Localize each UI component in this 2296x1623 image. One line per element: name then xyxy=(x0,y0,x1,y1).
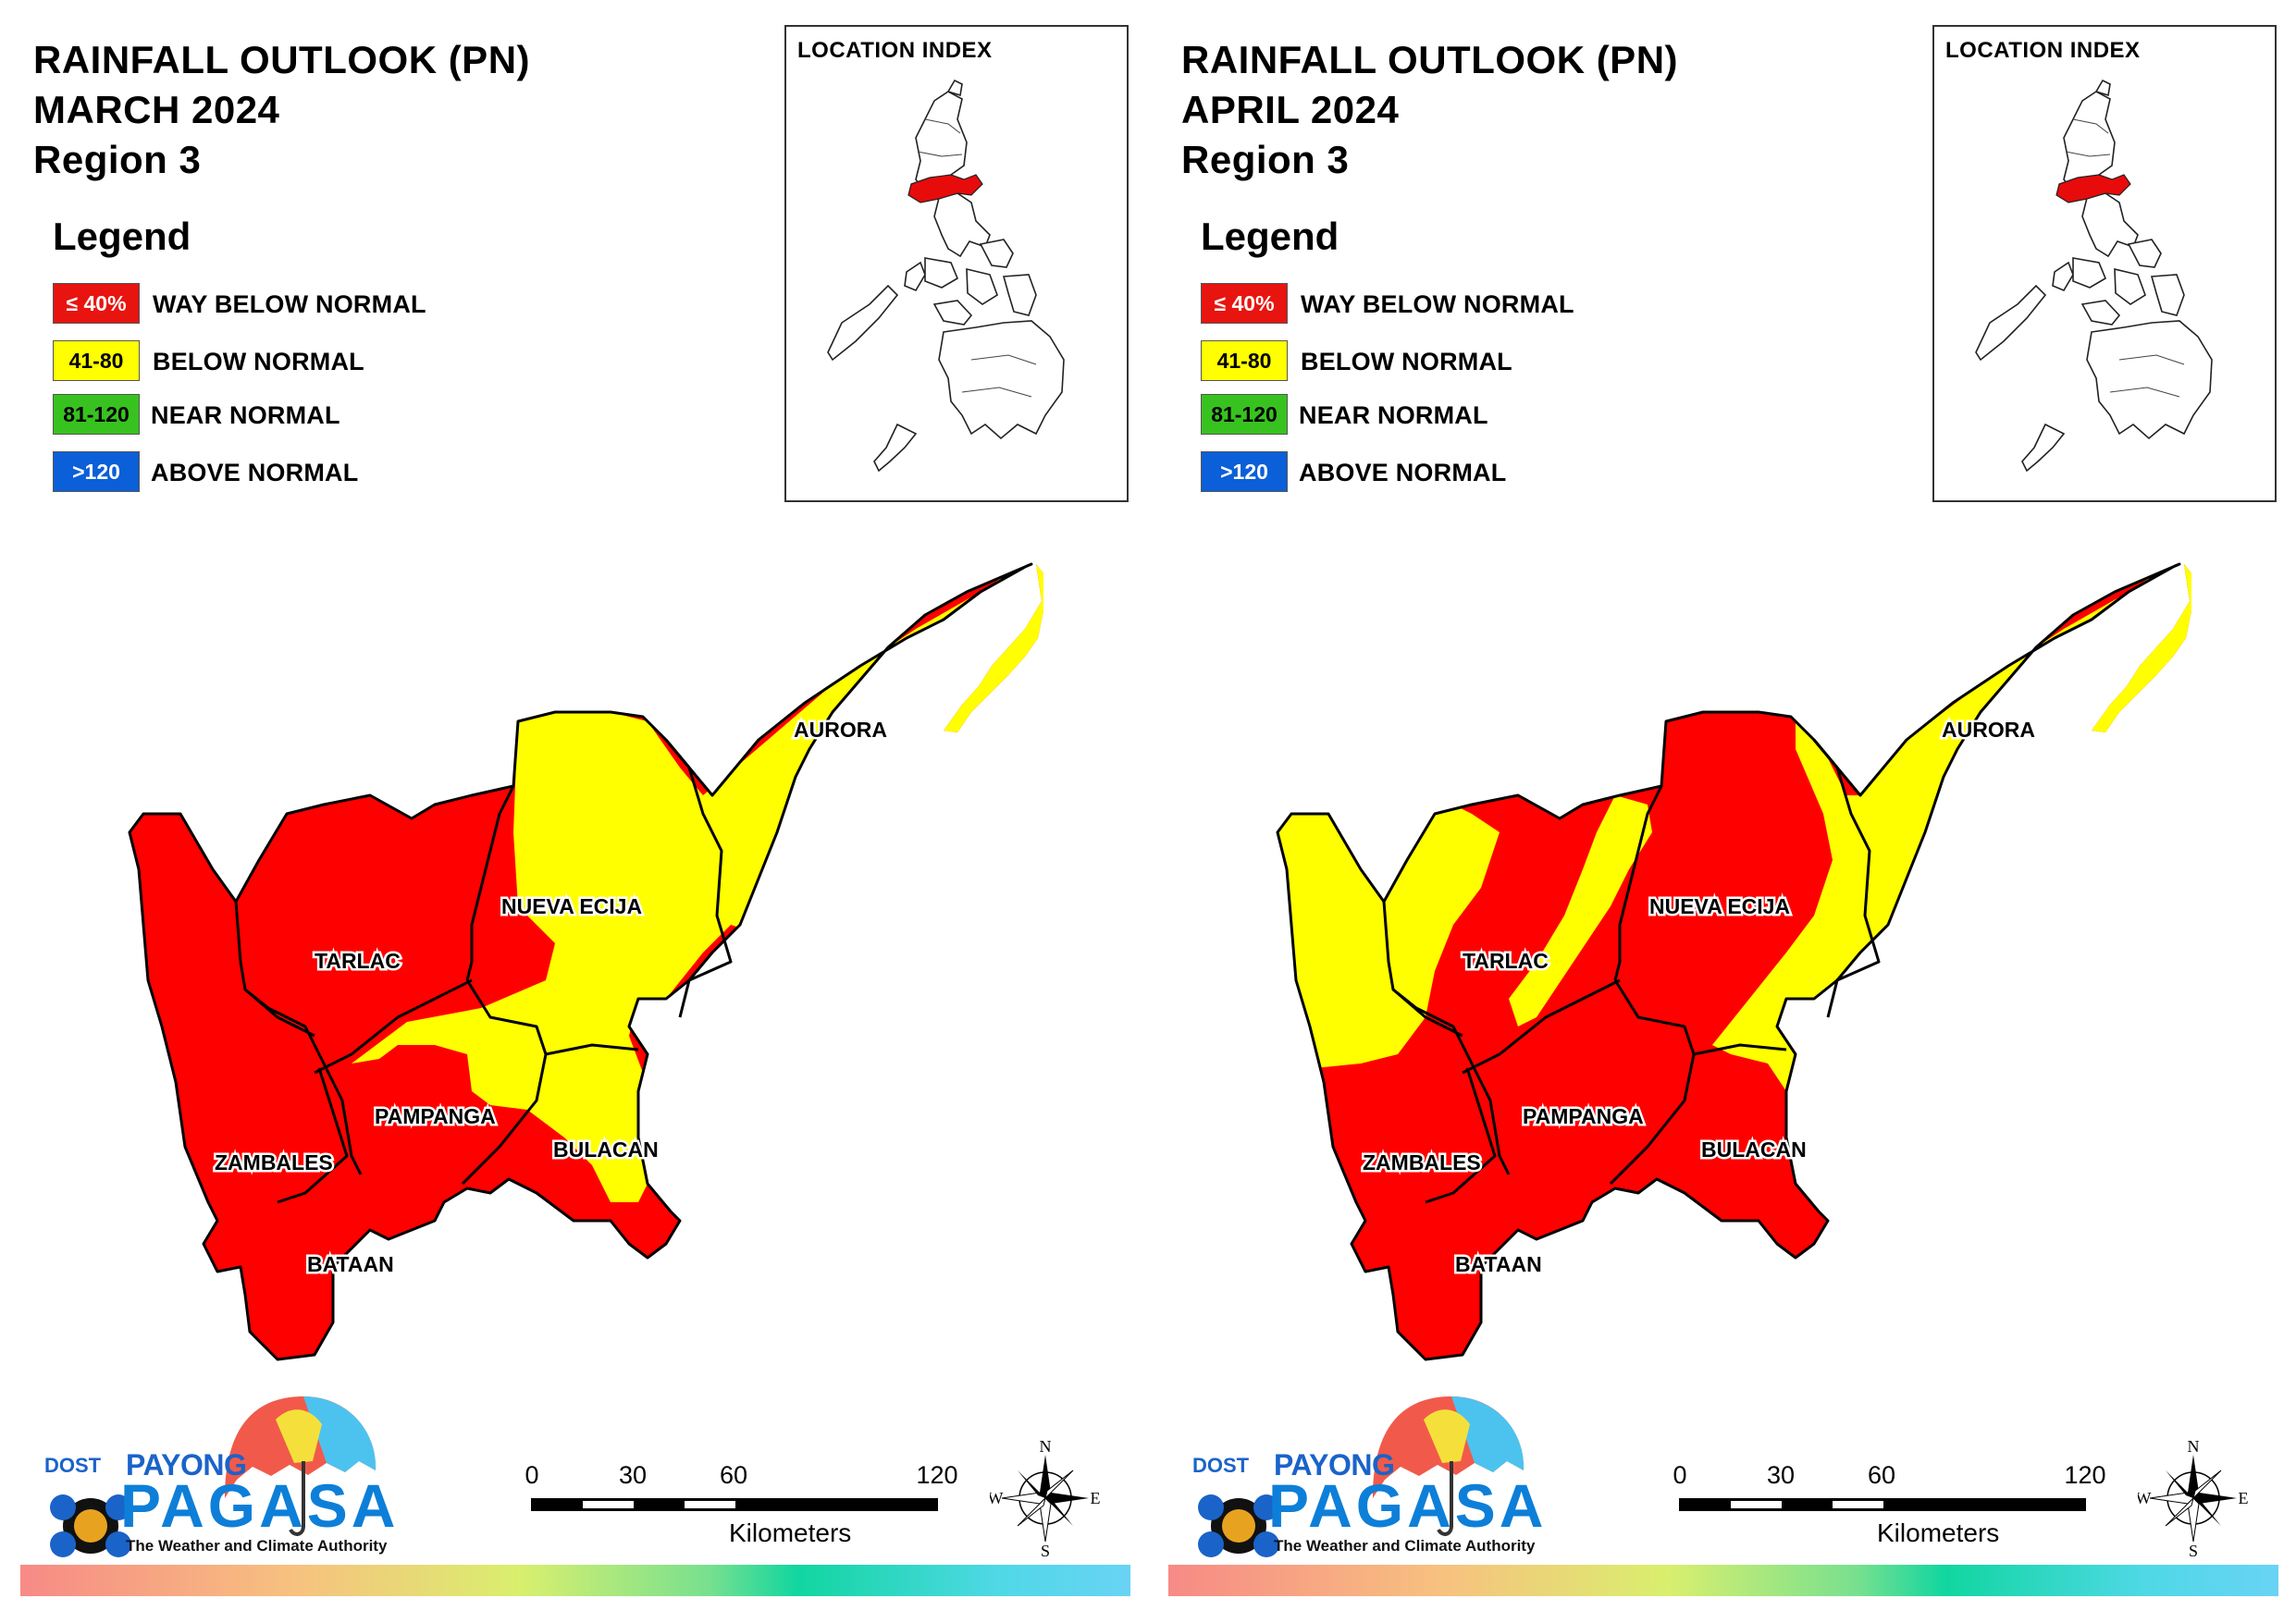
legend-swatch: >120 xyxy=(1201,451,1288,492)
legend-label: NEAR NORMAL xyxy=(1299,401,1488,429)
logo-tagline: The Weather and Climate Authority xyxy=(1274,1537,1536,1555)
scale-tick: 0 xyxy=(1673,1461,1687,1489)
legend-swatch: ≤ 40% xyxy=(1201,283,1288,324)
logo-pagasa-text: PAGASA xyxy=(120,1471,400,1540)
north-arrow: N S W E xyxy=(988,1437,1101,1560)
outlook-panel-april: RAINFALL OUTLOOK (PN) APRIL 2024 Region … xyxy=(1148,0,2296,1623)
legend-swatch: 41-80 xyxy=(1201,340,1288,381)
compass-e: E xyxy=(2239,1489,2249,1507)
province-label-pampanga: PAMPANGA xyxy=(1523,1104,1644,1128)
red-patch-bulacan xyxy=(1920,1110,1962,1184)
legend-label: WAY BELOW NORMAL xyxy=(153,290,426,318)
map-title: RAINFALL OUTLOOK (PN) APRIL 2024 Region … xyxy=(1181,35,1678,185)
province-label-bulacan: BULACAN xyxy=(553,1137,659,1162)
compass-e: E xyxy=(1091,1489,1101,1507)
province-labels: AURORA NUEVA ECIJA TARLAC PAMPANGA BULAC… xyxy=(1361,716,2038,1279)
province-label-pampanga: PAMPANGA xyxy=(375,1104,496,1128)
compass-n: N xyxy=(1040,1438,1052,1456)
province-label-bataan: BATAAN xyxy=(307,1252,394,1276)
logo-dost-text: DOST xyxy=(44,1454,102,1477)
region-3-rainfall-map: AURORA NUEVA ECIJA TARLAC PAMPANGA BULAC… xyxy=(128,562,1043,1361)
location-index-inset: LOCATION INDEX xyxy=(1932,25,2277,502)
scale-bar-graphic xyxy=(531,1498,938,1511)
map-title: RAINFALL OUTLOOK (PN) MARCH 2024 Region … xyxy=(33,35,530,185)
province-label-aurora: AURORA xyxy=(1942,718,2035,742)
scale-unit: Kilometers xyxy=(1877,1518,2000,1547)
compass-w: W xyxy=(990,1489,1004,1507)
province-label-zambales: ZAMBALES xyxy=(1363,1150,1481,1174)
outlook-panel-march: RAINFALL OUTLOOK (PN) MARCH 2024 Region … xyxy=(20,25,1130,1596)
yellow-zone-west xyxy=(1278,795,1500,1068)
logo-payong-text: PAYONG xyxy=(126,1448,247,1482)
legend-label: BELOW NORMAL xyxy=(1301,348,1512,375)
inset-title: LOCATION INDEX xyxy=(1945,38,2141,63)
legend-swatch: 81-120 xyxy=(53,394,140,435)
logo-dost-text: DOST xyxy=(1192,1454,1250,1477)
philippines-outline-map xyxy=(1975,79,2213,473)
title-line-2: MARCH 2024 xyxy=(33,88,280,131)
province-label-tarlac: TARLAC xyxy=(1463,949,1549,973)
province-label-tarlac: TARLAC xyxy=(315,949,401,973)
pagasa-logo: DOST PAYONG PAGASA The Weather and Clima… xyxy=(1174,1387,1544,1572)
legend-swatch: >120 xyxy=(53,451,140,492)
scale-tick: 60 xyxy=(1867,1461,1896,1489)
title-line-2: APRIL 2024 xyxy=(1181,88,1400,131)
umbrella-icon xyxy=(1198,1396,1524,1557)
logo-pagasa-text: PAGASA xyxy=(1268,1471,1548,1540)
compass-rose-icon: N S W E xyxy=(2136,1437,2249,1560)
compass-s: S xyxy=(2189,1542,2198,1558)
logo-payong-text: PAYONG xyxy=(1274,1448,1395,1482)
title-line-1: RAINFALL OUTLOOK (PN) xyxy=(1181,38,1679,81)
north-arrow: N S W E xyxy=(2136,1437,2249,1560)
title-line-3: Region 3 xyxy=(1181,138,1350,181)
green-zone xyxy=(2008,925,2110,1082)
compass-rose-icon: N S W E xyxy=(988,1437,1101,1560)
scale-bar: 0 30 60 120 Kilometers xyxy=(518,1461,981,1563)
gradient-footer-bar xyxy=(1168,1565,2278,1596)
province-label-zambales: ZAMBALES xyxy=(215,1150,333,1174)
province-label-nueva-ecija: NUEVA ECIJA xyxy=(1649,894,1790,918)
legend-swatch: 81-120 xyxy=(1201,394,1288,435)
province-labels: AURORA NUEVA ECIJA TARLAC PAMPANGA BULAC… xyxy=(213,716,890,1279)
province-label-aurora: AURORA xyxy=(794,718,887,742)
compass-n: N xyxy=(2188,1438,2200,1456)
scale-tick: 120 xyxy=(916,1461,958,1489)
scale-tick: 0 xyxy=(525,1461,539,1489)
region-3-rainfall-map: AURORA NUEVA ECIJA TARLAC PAMPANGA BULAC… xyxy=(1276,562,2191,1361)
gradient-footer-bar xyxy=(20,1565,1130,1596)
scale-tick: 30 xyxy=(618,1461,648,1489)
inset-title: LOCATION INDEX xyxy=(797,38,993,63)
location-index-inset: LOCATION INDEX xyxy=(784,25,1129,502)
legend-swatch: ≤ 40% xyxy=(53,283,140,324)
province-label-bataan: BATAAN xyxy=(1455,1252,1542,1276)
legend-label: ABOVE NORMAL xyxy=(1299,459,1507,486)
scale-unit: Kilometers xyxy=(729,1518,852,1547)
title-line-1: RAINFALL OUTLOOK (PN) xyxy=(33,38,531,81)
province-label-nueva-ecija: NUEVA ECIJA xyxy=(501,894,642,918)
province-boundaries xyxy=(128,562,1033,1361)
title-line-3: Region 3 xyxy=(33,138,202,181)
compass-w: W xyxy=(2138,1489,2152,1507)
scale-tick: 120 xyxy=(2064,1461,2106,1489)
legend-label: WAY BELOW NORMAL xyxy=(1301,290,1574,318)
logo-tagline: The Weather and Climate Authority xyxy=(126,1537,388,1555)
compass-s: S xyxy=(1041,1542,1050,1558)
province-boundaries xyxy=(1276,562,2181,1361)
scale-bar-graphic xyxy=(1679,1498,2086,1511)
scale-bar: 0 30 60 120 Kilometers xyxy=(1666,1461,2129,1563)
pagasa-logo: DOST PAYONG PAGASA The Weather and Clima… xyxy=(26,1387,396,1572)
legend-label: ABOVE NORMAL xyxy=(151,459,359,486)
province-label-bulacan: BULACAN xyxy=(1701,1137,1807,1162)
umbrella-icon xyxy=(50,1396,376,1557)
yellow-zone-tarlac xyxy=(1509,795,1652,1027)
legend-label: BELOW NORMAL xyxy=(153,348,364,375)
legend-label: NEAR NORMAL xyxy=(151,401,340,429)
legend-title: Legend xyxy=(53,215,191,258)
scale-tick: 30 xyxy=(1766,1461,1796,1489)
legend-swatch: 41-80 xyxy=(53,340,140,381)
philippines-outline-map xyxy=(827,79,1065,473)
legend-title: Legend xyxy=(1201,215,1339,258)
scale-tick: 60 xyxy=(719,1461,748,1489)
